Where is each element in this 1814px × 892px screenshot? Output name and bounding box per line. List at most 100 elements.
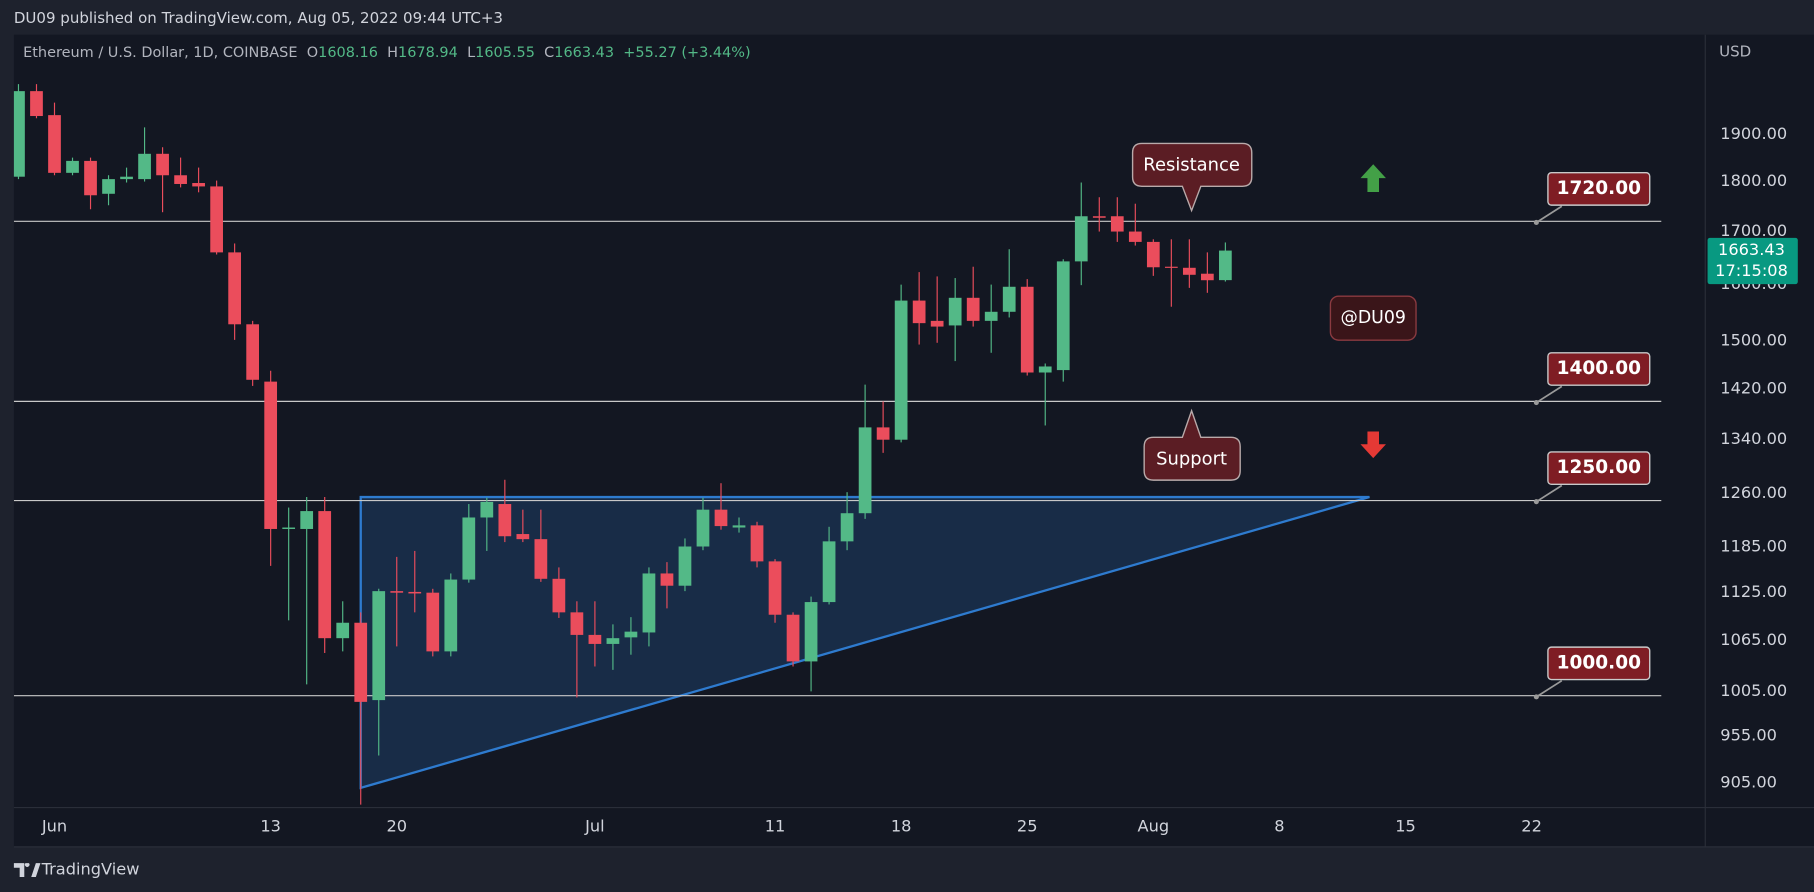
candle-body xyxy=(192,183,205,187)
candle-body xyxy=(84,160,97,196)
candle-body xyxy=(732,525,746,528)
callout-text: Resistance xyxy=(1143,154,1240,175)
x-tick-label: 20 xyxy=(386,817,407,836)
y-tick-label: 1900.00 xyxy=(1720,124,1787,143)
candle-body xyxy=(372,591,386,701)
candle-body xyxy=(570,612,584,635)
level-pointer xyxy=(1535,205,1563,224)
candle-body xyxy=(642,573,656,633)
x-tick-label: 15 xyxy=(1395,817,1416,836)
candle-body xyxy=(120,176,133,180)
candle-body xyxy=(336,622,350,639)
callout-text: Support xyxy=(1156,448,1227,469)
x-tick-label: Aug xyxy=(1138,817,1170,836)
candle-body xyxy=(156,153,169,176)
candle-body xyxy=(1110,216,1124,232)
callout-box xyxy=(1329,295,1417,341)
level-label-box xyxy=(1547,646,1651,681)
legend-value: 1608.16 xyxy=(318,45,378,61)
candle-body xyxy=(786,614,800,662)
x-tick-label: 18 xyxy=(891,817,912,836)
legend-value: 1678.94 xyxy=(398,45,458,61)
candle-body xyxy=(1219,250,1232,281)
candle-body xyxy=(930,320,944,327)
candle-body xyxy=(822,541,836,603)
y-tick-label: 1420.00 xyxy=(1720,378,1787,397)
x-tick-label: Jul xyxy=(584,817,605,836)
x-tick-label: 11 xyxy=(765,817,786,836)
level-label: 1000.00 xyxy=(1557,652,1641,673)
support-callout: Support xyxy=(1143,408,1241,481)
up-arrow xyxy=(1360,164,1386,193)
candle-body xyxy=(246,324,260,380)
symbol-legend: Ethereum / U.S. Dollar, 1D, COINBASE O160… xyxy=(23,45,751,61)
last-price: 1663.43 xyxy=(1718,240,1785,259)
candle-body xyxy=(480,501,494,518)
last-price-box xyxy=(1707,237,1798,285)
resistance-callout: Resistance xyxy=(1131,142,1253,213)
x-tick-label: 22 xyxy=(1521,817,1542,836)
level-anchor xyxy=(1533,694,1539,700)
y-tick-label: 1065.00 xyxy=(1720,630,1787,649)
candle-body xyxy=(1182,267,1196,275)
candle-body xyxy=(462,517,476,580)
candle-body xyxy=(354,622,368,702)
y-tick-label: 1125.00 xyxy=(1720,582,1787,601)
candle-body xyxy=(228,252,241,325)
legend-value: 1605.55 xyxy=(475,45,535,61)
candle-body xyxy=(678,546,692,586)
legend-key: L xyxy=(467,45,475,61)
level-pointer xyxy=(1535,385,1563,404)
candle-body xyxy=(318,511,332,639)
candle-body xyxy=(768,561,782,615)
candle-body xyxy=(1164,266,1178,268)
candle-body xyxy=(300,511,314,529)
candle-body xyxy=(498,504,512,537)
y-tick-label: 1185.00 xyxy=(1720,537,1787,556)
candle-body xyxy=(948,297,962,326)
level-anchor xyxy=(1533,219,1539,226)
watermark: @DU09 xyxy=(1340,308,1405,328)
x-tick-label: 25 xyxy=(1017,817,1038,836)
candle-body xyxy=(1074,216,1088,262)
x-tick-label: Jun xyxy=(41,817,67,836)
down-arrow xyxy=(1360,431,1386,459)
level-label-box xyxy=(1547,172,1651,206)
legend-key: H xyxy=(387,45,398,61)
y-tick-label: 955.00 xyxy=(1720,725,1777,744)
candle-body xyxy=(426,592,440,652)
logo-mark xyxy=(13,863,41,877)
candle-body xyxy=(984,311,998,321)
candle-body xyxy=(102,179,115,194)
candle-body xyxy=(66,160,79,173)
pane-background xyxy=(13,34,1814,847)
candle-body xyxy=(210,186,223,253)
candle-body xyxy=(13,91,25,177)
x-tick-label: 13 xyxy=(260,817,281,836)
candle-body xyxy=(1092,216,1106,218)
published-note: DU09 published on TradingView.com, Aug 0… xyxy=(14,9,503,27)
plot-pane xyxy=(13,84,1662,805)
candle-body xyxy=(282,527,296,529)
candle-body xyxy=(858,427,872,514)
y-tick-label: 905.00 xyxy=(1720,773,1777,792)
candle-body xyxy=(840,513,854,542)
candle-body xyxy=(30,91,43,117)
candle-body xyxy=(696,509,710,547)
candle-body xyxy=(174,175,187,184)
currency: USD xyxy=(1719,43,1751,61)
candle-body xyxy=(894,300,908,440)
candle-body xyxy=(390,591,404,593)
level-label: 1720.00 xyxy=(1557,178,1641,199)
candle-body xyxy=(408,591,422,594)
candle-body xyxy=(1002,286,1016,312)
level-anchor xyxy=(1533,499,1539,505)
candle-body xyxy=(48,115,61,173)
level-anchor xyxy=(1533,400,1539,406)
candle-body xyxy=(552,578,566,613)
candle-body xyxy=(1146,241,1160,268)
legend-value: 1663.43 xyxy=(554,45,614,61)
candle-body xyxy=(624,631,638,638)
level-pointer xyxy=(1535,484,1563,503)
